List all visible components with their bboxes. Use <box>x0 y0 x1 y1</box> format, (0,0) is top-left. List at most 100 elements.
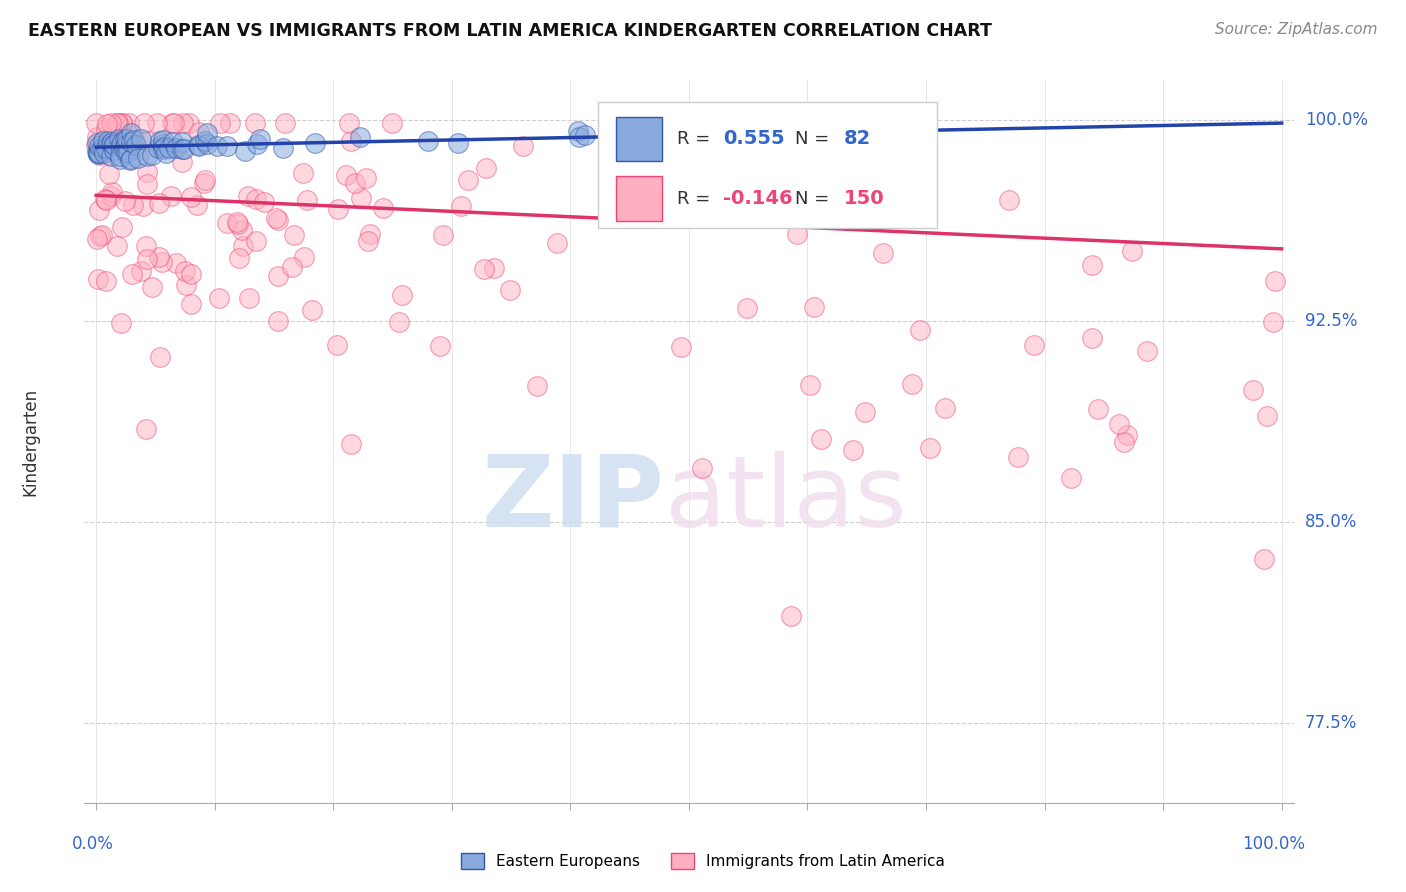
Text: N =: N = <box>796 190 835 208</box>
Point <box>100 149 122 163</box>
Point <box>912 196 935 211</box>
Point <box>472 261 495 276</box>
Point <box>172 142 194 156</box>
Point <box>135 164 157 178</box>
Point <box>193 134 215 148</box>
Point <box>108 139 131 153</box>
Point <box>359 227 381 242</box>
Point <box>803 300 825 314</box>
Point <box>853 405 876 419</box>
Point <box>848 128 870 143</box>
Point <box>209 116 232 130</box>
Text: 100.0%: 100.0% <box>1305 112 1368 129</box>
Point <box>84 116 107 130</box>
Point <box>512 138 534 153</box>
Text: 77.5%: 77.5% <box>1305 714 1357 731</box>
Point <box>115 145 138 159</box>
Text: Kindergarten: Kindergarten <box>21 387 39 496</box>
Point <box>253 194 276 209</box>
Point <box>1108 417 1130 432</box>
Point <box>129 132 152 146</box>
Point <box>354 171 377 186</box>
Point <box>446 136 468 151</box>
Point <box>120 153 142 167</box>
Point <box>799 377 821 392</box>
Point <box>283 227 305 242</box>
Point <box>1264 274 1286 288</box>
Point <box>149 350 172 364</box>
Point <box>86 232 108 246</box>
Point <box>114 132 136 146</box>
Point <box>121 198 143 212</box>
Point <box>135 252 157 266</box>
Point <box>170 155 193 169</box>
Legend: Eastern Europeans, Immigrants from Latin America: Eastern Europeans, Immigrants from Latin… <box>456 847 950 875</box>
Point <box>416 134 439 148</box>
Point <box>100 136 122 150</box>
Point <box>264 211 287 226</box>
Point <box>114 194 136 209</box>
Point <box>152 142 174 156</box>
Point <box>153 140 176 154</box>
Point <box>718 152 741 166</box>
Point <box>187 137 209 152</box>
Point <box>824 133 846 147</box>
Point <box>107 131 129 145</box>
Point <box>125 138 148 153</box>
Point <box>1116 428 1139 442</box>
Point <box>160 116 183 130</box>
Point <box>1256 409 1278 423</box>
Point <box>103 137 125 152</box>
Point <box>105 116 128 130</box>
Point <box>120 153 142 168</box>
Point <box>267 269 290 284</box>
Point <box>340 437 363 451</box>
Point <box>97 167 120 181</box>
Point <box>623 133 645 147</box>
Text: 0.555: 0.555 <box>723 129 785 148</box>
Point <box>117 145 139 159</box>
Point <box>1081 331 1104 345</box>
Point <box>89 203 111 218</box>
Point <box>671 340 693 354</box>
Point <box>120 135 142 149</box>
Point <box>1263 315 1285 329</box>
Text: ZIP: ZIP <box>482 450 665 548</box>
FancyBboxPatch shape <box>599 102 936 228</box>
Point <box>208 291 231 305</box>
Point <box>274 116 297 130</box>
Point <box>120 126 142 140</box>
Point <box>87 272 110 286</box>
Point <box>150 255 173 269</box>
Point <box>817 120 839 135</box>
Point <box>779 609 801 624</box>
Point <box>197 126 219 140</box>
Point <box>304 136 326 150</box>
Point <box>152 136 174 151</box>
Point <box>1007 450 1029 464</box>
Point <box>132 199 155 213</box>
Point <box>679 141 702 155</box>
Point <box>110 149 132 163</box>
Point <box>391 288 413 302</box>
Point <box>245 192 267 206</box>
Point <box>343 176 366 190</box>
Point <box>148 195 170 210</box>
Point <box>172 116 194 130</box>
Point <box>245 116 267 130</box>
Point <box>111 220 134 235</box>
Point <box>96 118 118 132</box>
Point <box>217 139 239 153</box>
Text: 100.0%: 100.0% <box>1243 835 1306 854</box>
Text: 82: 82 <box>844 129 870 148</box>
Point <box>841 442 863 457</box>
Point <box>238 291 260 305</box>
Point <box>1060 471 1083 485</box>
Text: Source: ZipAtlas.com: Source: ZipAtlas.com <box>1215 22 1378 37</box>
Point <box>873 178 896 192</box>
Point <box>998 193 1021 207</box>
Point <box>526 379 548 393</box>
Point <box>136 149 159 163</box>
Point <box>249 132 271 146</box>
Point <box>381 116 404 130</box>
